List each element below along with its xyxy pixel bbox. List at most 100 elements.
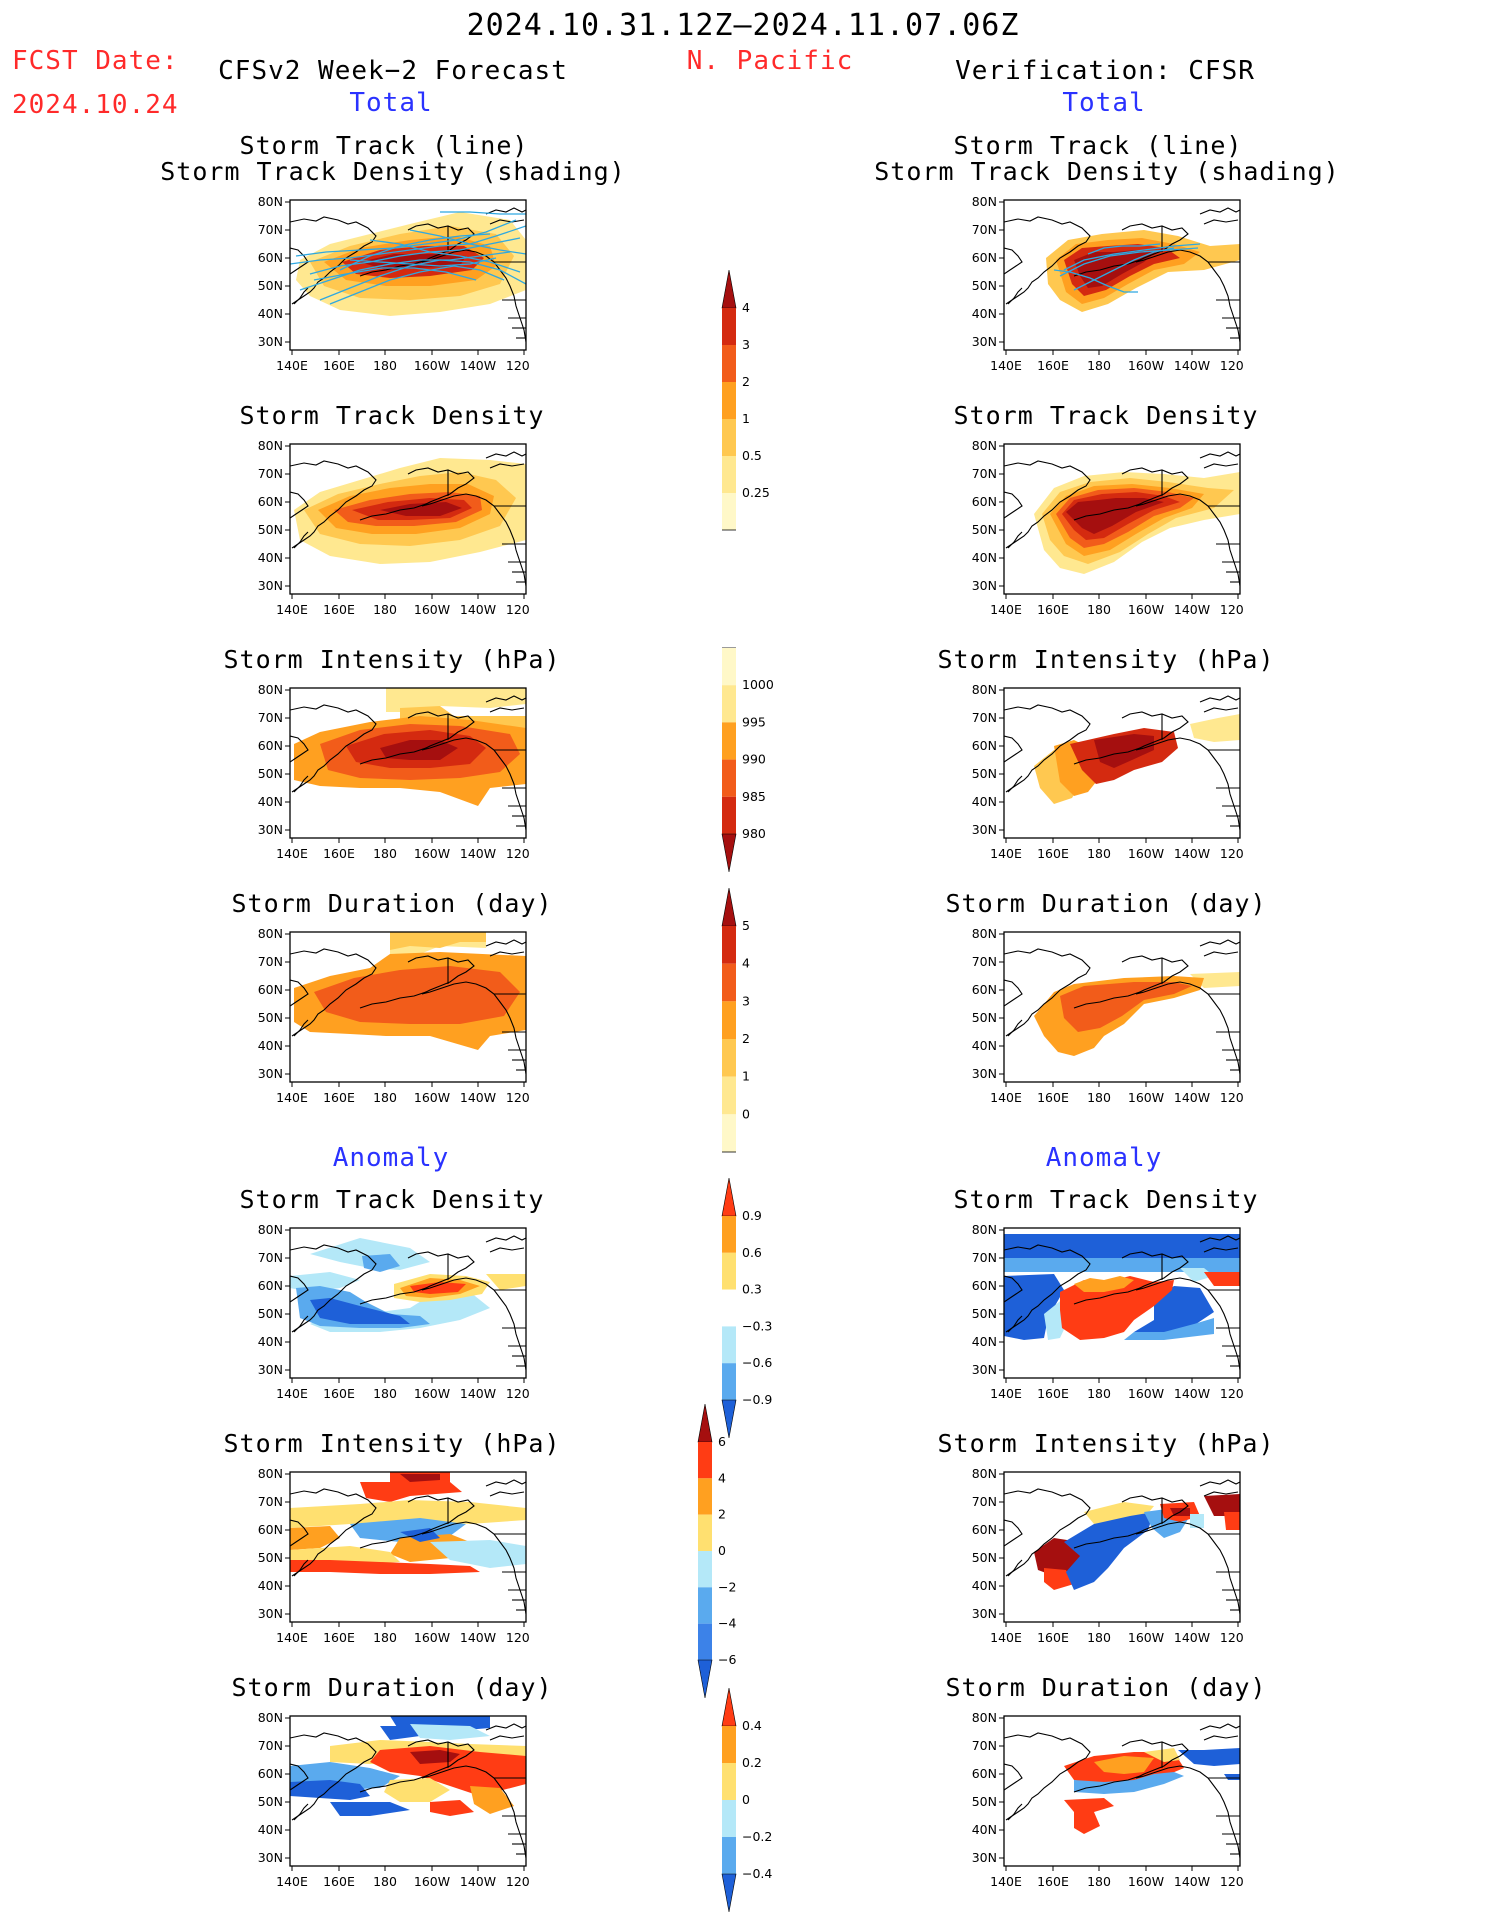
coastline <box>1073 747 1141 765</box>
lat-tick-label: 30N <box>972 822 997 837</box>
panel-title-track-shading-left: Storm Track Density (shading) <box>160 157 626 186</box>
lon-tick-label: 160W <box>1128 358 1164 373</box>
lat-tick-label: 30N <box>972 1850 997 1865</box>
lon-tick-label: 160W <box>414 358 450 373</box>
lon-tick-label: 140E <box>276 846 308 861</box>
lat-tick-label: 60N <box>972 250 997 265</box>
coastline <box>1004 460 1091 549</box>
lon-tick-label: 160E <box>1037 1386 1069 1401</box>
coastline <box>1199 1479 1240 1487</box>
coastline <box>485 1479 526 1487</box>
shaded-region <box>1180 1268 1214 1282</box>
colorbar-swatch <box>722 419 736 456</box>
coastline <box>485 1235 526 1243</box>
lat-tick-label: 80N <box>258 440 283 453</box>
colorbar-swatch <box>722 963 736 1002</box>
lon-tick-label: 160W <box>1128 602 1164 617</box>
lon-tick-label: 180 <box>1087 846 1111 861</box>
colorbar-swatch <box>698 1442 712 1479</box>
coastline-layer <box>290 939 526 1075</box>
right-column-title: Verification: CFSR <box>955 56 1255 86</box>
lat-tick-label: 50N <box>258 1010 283 1025</box>
lon-tick-label: 140E <box>990 1090 1022 1105</box>
shading-layer <box>294 458 526 564</box>
coastline <box>1203 951 1239 957</box>
lon-tick-label: 160E <box>1037 358 1069 373</box>
colorbar-label: 4 <box>742 300 750 315</box>
colorbar-label: 2 <box>742 374 750 389</box>
map-intensity-right: 80N 70N 60N 50N 40N 30N 140E 160E 180 160W 140W 120… <box>972 684 1244 861</box>
lat-tick-label: 40N <box>258 1822 283 1837</box>
shaded-region <box>1124 1318 1214 1340</box>
shaded-region <box>1064 1512 1154 1590</box>
coastline <box>293 1315 309 1333</box>
shaded-region <box>430 1800 474 1816</box>
colorbar-label: 1 <box>742 1069 750 1084</box>
lon-tick-label: 160W <box>1128 1874 1164 1889</box>
shaded-region <box>386 688 526 712</box>
coastline <box>1203 219 1239 225</box>
colorbar-swatch <box>722 1363 736 1400</box>
lon-tick-label: 180 <box>373 1386 397 1401</box>
coastline-layer <box>1004 451 1240 587</box>
coastline <box>1004 1244 1091 1333</box>
lon-tick-label: 180 <box>1087 1874 1111 1889</box>
lat-tick-label: 70N <box>258 466 283 481</box>
coastline <box>1121 1251 1240 1371</box>
colorbar-label: 0.4 <box>742 1718 762 1733</box>
panel-title-anom-duration-right: Storm Duration (day) <box>945 1673 1267 1702</box>
lon-tick-label: 120W <box>506 1386 530 1401</box>
coastline <box>1004 1763 1023 1791</box>
map-frame <box>289 1471 527 1623</box>
shaded-region <box>1094 1756 1154 1774</box>
colorbar-swatch <box>722 926 736 964</box>
lon-tick-label: 180 <box>373 1090 397 1105</box>
lon-tick-label: 160E <box>323 1090 355 1105</box>
lat-tick-label: 30N <box>258 1066 283 1081</box>
coastline <box>1004 491 1023 519</box>
colorbar-arrow-bottom <box>697 1659 713 1699</box>
lat-tick-label: 70N <box>972 1494 997 1509</box>
lon-tick-label: 120W <box>506 1090 530 1105</box>
lat-tick-label: 30N <box>258 578 283 593</box>
lat-tick-label: 40N <box>972 1822 997 1837</box>
panel-title-track-shading-right: Storm Track Density (shading) <box>874 157 1340 186</box>
lat-tick-label: 50N <box>972 1306 997 1321</box>
lon-tick-label: 140E <box>276 1386 308 1401</box>
panel-title-track-line-right: Storm Track (line) <box>953 131 1243 160</box>
lon-tick-label: 140W <box>460 1630 496 1645</box>
coastline-layer <box>1004 1723 1240 1859</box>
lon-tick-label: 120W <box>506 1874 530 1889</box>
coastline-layer <box>1004 1479 1240 1615</box>
storm-track-line <box>440 211 526 215</box>
storm-track-line <box>319 259 526 301</box>
lat-tick-label: 50N <box>972 522 997 537</box>
lat-tick-label: 80N <box>258 1224 283 1237</box>
colorbar-label: −0.9 <box>742 1392 772 1407</box>
lat-tick-label: 30N <box>258 822 283 837</box>
colorbar-arrow-bottom <box>721 1399 737 1439</box>
coastline <box>1007 1559 1023 1577</box>
shaded-region <box>290 1272 360 1292</box>
map-frame <box>289 687 527 839</box>
coastline <box>485 939 526 947</box>
map-frame <box>289 199 527 351</box>
coastline-layer <box>290 451 526 587</box>
colorbar-swatch <box>698 1478 712 1515</box>
coastline <box>359 747 427 765</box>
lat-tick-label: 70N <box>972 710 997 725</box>
panel-title-anom-density-right: Storm Track Density <box>953 1185 1259 1214</box>
coastline <box>1004 704 1091 793</box>
lon-tick-label: 140W <box>1174 1386 1210 1401</box>
shaded-region <box>1224 1774 1240 1780</box>
coastline <box>290 216 377 305</box>
colorbar-label: 2 <box>742 1031 750 1046</box>
storm-track-layer <box>1053 243 1201 293</box>
lat-tick-label: 40N <box>258 306 283 321</box>
lon-tick-label: 140E <box>276 1874 308 1889</box>
shaded-region <box>410 1282 466 1294</box>
lat-tick-label: 80N <box>972 684 997 697</box>
lon-tick-label: 160W <box>414 1090 450 1105</box>
coastline <box>489 1735 525 1741</box>
coastline <box>1121 1495 1240 1615</box>
